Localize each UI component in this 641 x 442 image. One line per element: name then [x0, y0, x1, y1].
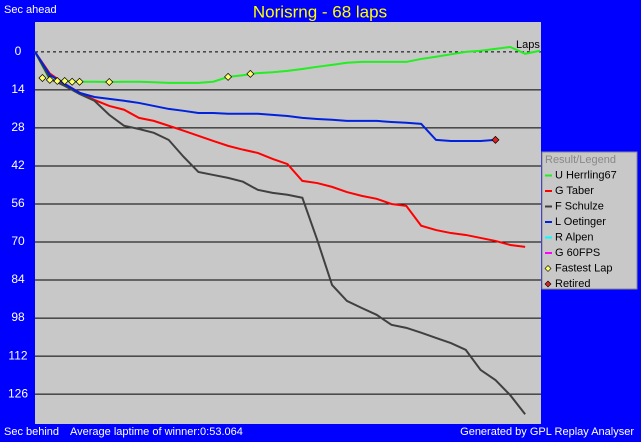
- legend-label: L Oetinger: [555, 216, 606, 228]
- legend-label: G Taber: [555, 185, 594, 197]
- fastest-lap-marker: [53, 76, 62, 85]
- series-line: [34, 45, 541, 84]
- fastest-lap-marker: [38, 73, 47, 82]
- legend-box: [541, 151, 638, 290]
- legend-title: Result/Legend: [545, 154, 616, 166]
- legend-label: G 60FPS: [555, 247, 600, 259]
- y-tick-label: 56: [11, 196, 25, 210]
- y-tick-label: 42: [11, 158, 25, 172]
- legend-swatch: [544, 280, 552, 288]
- y-top-label: Sec ahead: [4, 4, 57, 16]
- fastest-lap-marker: [246, 69, 255, 78]
- legend-label: F Schulze: [555, 200, 604, 212]
- y-tick-label: 14: [11, 82, 25, 96]
- fastest-lap-marker: [105, 78, 114, 87]
- series-line: [34, 51, 496, 142]
- y-tick-label: 28: [11, 120, 25, 134]
- y-tick-label: 126: [8, 386, 28, 400]
- subtitle: Average laptime of winner:0:53.064: [70, 426, 243, 438]
- legend-label: Fastest Lap: [555, 262, 612, 274]
- y-tick-label: 112: [8, 348, 27, 362]
- y-tick-label: 84: [11, 272, 25, 286]
- plot-area: [35, 22, 541, 424]
- legend-label: R Alpen: [555, 231, 594, 243]
- x-axis-label: Laps: [516, 39, 540, 51]
- y-tick-label: 98: [11, 310, 25, 324]
- legend-swatch: [544, 265, 552, 272]
- fastest-lap-marker: [60, 76, 69, 85]
- chart-title: Norisrng - 68 laps: [253, 2, 387, 21]
- fastest-lap-marker: [75, 77, 84, 86]
- y-tick-label: 70: [11, 234, 25, 248]
- y-tick-label: 0: [15, 44, 22, 58]
- fastest-lap-marker: [68, 77, 77, 86]
- fastest-lap-marker: [45, 75, 54, 84]
- fastest-lap-marker: [224, 72, 233, 81]
- y-bottom-label: Sec behind: [4, 426, 59, 438]
- series-line: [34, 51, 526, 248]
- credit: Generated by GPL Replay Analyser: [460, 426, 634, 438]
- legend-label: Retired: [555, 278, 590, 290]
- legend-label: U Herrling67: [555, 169, 617, 181]
- retired-marker: [491, 135, 500, 144]
- series-line: [34, 51, 526, 415]
